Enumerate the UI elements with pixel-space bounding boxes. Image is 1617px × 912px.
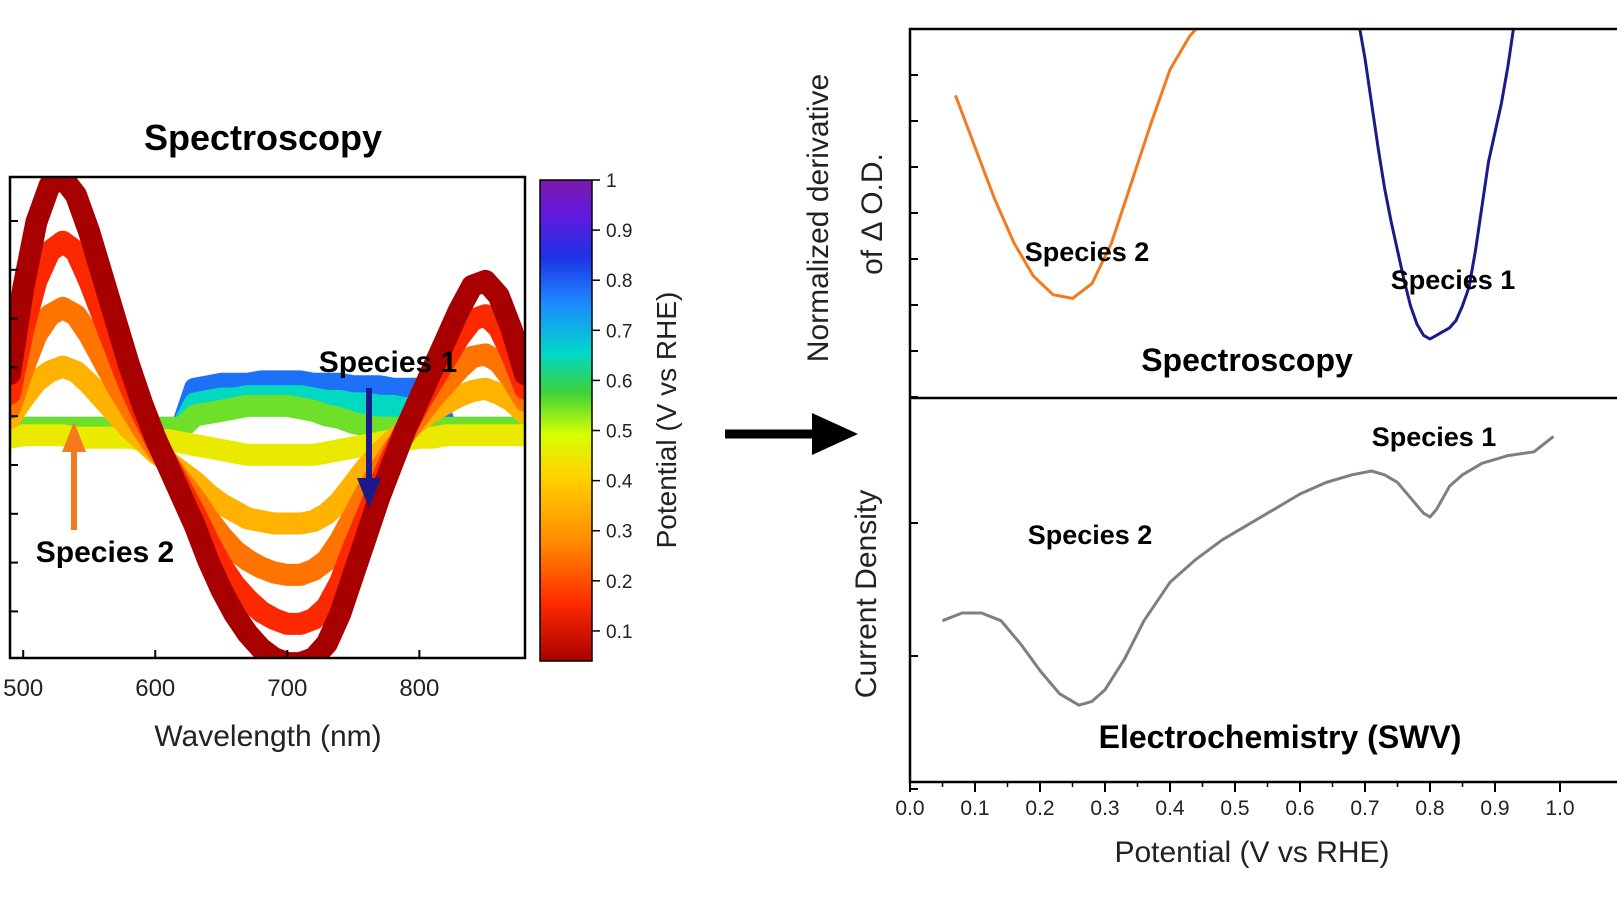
potential-x-tick-label: 0.5 [1220, 797, 1249, 820]
spectrum-line [10, 424, 525, 466]
derivative-line-species1 [1358, 29, 1515, 341]
derivative-species-2-label: Species 2 [1025, 237, 1150, 267]
potential-x-tick-label: 0.4 [1155, 797, 1185, 820]
panels-frame [908, 27, 1617, 784]
potential-x-tick-label: 1.0 [1545, 797, 1574, 820]
colorbar-tick-label: 0.2 [606, 572, 632, 593]
potential-x-axis-label: Potential (V vs RHE) [1114, 836, 1389, 869]
colorbar-tick-label: 0.4 [606, 472, 633, 493]
spectra-y-ticks [10, 220, 18, 613]
swv-species-1-label: Species 1 [1372, 422, 1497, 452]
colorbar-tick-label: 0.6 [606, 371, 632, 392]
potential-panels: 0.0 0.1 0.2 0.3 0.4 0.5 0.6 0.7 0.8 0.9 1.0 Normal… [802, 27, 1617, 869]
transform-arrow [725, 413, 858, 455]
spectra-x-ticks: 500 600 700 800 [3, 650, 439, 702]
species-2-arrow-head [62, 422, 86, 452]
potential-x-tick-label: 0.1 [960, 797, 989, 820]
swv-species-2-label: Species 2 [1028, 520, 1153, 550]
colorbar-tick-label: 0.8 [606, 271, 632, 292]
species-2-label: Species 2 [36, 536, 174, 569]
colorbar: 0.1 0.2 0.3 0.4 0.5 0.6 0.7 0.8 0.9 1 Potential (… [539, 171, 682, 662]
spectra-x-axis-label: Wavelength (nm) [154, 720, 381, 753]
derivative-y-label-line2: of Δ O.D. [856, 153, 889, 275]
colorbar-tick-label: 0.5 [606, 422, 632, 443]
spectra-title: Spectroscopy [144, 117, 382, 158]
colorbar-label: Potential (V vs RHE) [651, 292, 682, 549]
derivative-curves [954, 29, 1515, 341]
potential-x-tick-label: 0.8 [1415, 797, 1444, 820]
swv-y-label: Current Density [850, 490, 883, 698]
spectra-x-tick-label: 800 [399, 675, 439, 702]
swv-curves [941, 435, 1555, 707]
potential-x-tick-label: 0.2 [1025, 797, 1054, 820]
spectra-plot-frame [8, 175, 527, 660]
derivative-species-1-label: Species 1 [1391, 265, 1516, 295]
spectra-x-tick-label: 600 [135, 675, 175, 702]
colorbar-tick-label: 0.3 [606, 522, 632, 543]
species-1-annotation: Species 1 [319, 346, 457, 508]
colorbar-tick-label: 0.7 [606, 321, 632, 342]
swv-line [941, 435, 1555, 707]
spectra-x-tick-label: 500 [3, 675, 43, 702]
spectra-x-tick-label: 700 [267, 675, 307, 702]
potential-x-ticks: 0.0 0.1 0.2 0.3 0.4 0.5 0.6 0.7 0.8 0.9 1.0 [895, 782, 1575, 820]
potential-x-tick-label: 0.6 [1285, 797, 1314, 820]
colorbar-tick-label: 0.9 [606, 221, 632, 242]
swv-y-ticks [910, 522, 918, 790]
derivative-line-species2 [954, 29, 1198, 300]
derivative-y-label-line1: Normalized derivative [802, 74, 835, 362]
transform-arrow-head [812, 413, 858, 455]
derivative-panel-title: Spectroscopy [1141, 342, 1353, 378]
derivative-y-ticks [910, 74, 918, 398]
species-1-arrow-head [357, 478, 381, 508]
colorbar-tick-label: 1 [606, 171, 617, 192]
colorbar-gradient [539, 179, 593, 662]
spectra-chart: Spectroscopy 500 600 700 800 Wavelength (nm… [3, 117, 682, 753]
colorbar-tick-label: 0.1 [606, 622, 632, 643]
potential-x-tick-label: 0.3 [1090, 797, 1119, 820]
spectra-lines [10, 177, 525, 658]
potential-x-tick-label: 0.0 [895, 797, 924, 820]
swv-panel-title: Electrochemistry (SWV) [1099, 719, 1462, 755]
species-2-annotation: Species 2 [36, 422, 174, 569]
colorbar-ticks: 0.1 0.2 0.3 0.4 0.5 0.6 0.7 0.8 0.9 1 [592, 171, 633, 643]
spectrum-line [10, 177, 525, 658]
species-1-label: Species 1 [319, 346, 457, 379]
potential-x-tick-label: 0.7 [1350, 797, 1379, 820]
potential-x-tick-label: 0.9 [1480, 797, 1509, 820]
